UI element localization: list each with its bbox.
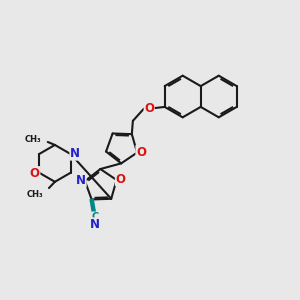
Text: O: O	[136, 146, 146, 158]
Text: O: O	[116, 172, 125, 186]
Text: N: N	[70, 147, 80, 160]
Text: O: O	[144, 102, 154, 115]
Text: CH₃: CH₃	[25, 134, 41, 143]
Text: C: C	[92, 212, 99, 222]
Text: O: O	[30, 167, 40, 180]
Text: CH₃: CH₃	[27, 190, 43, 200]
Text: N: N	[76, 174, 86, 187]
Text: N: N	[90, 218, 100, 231]
